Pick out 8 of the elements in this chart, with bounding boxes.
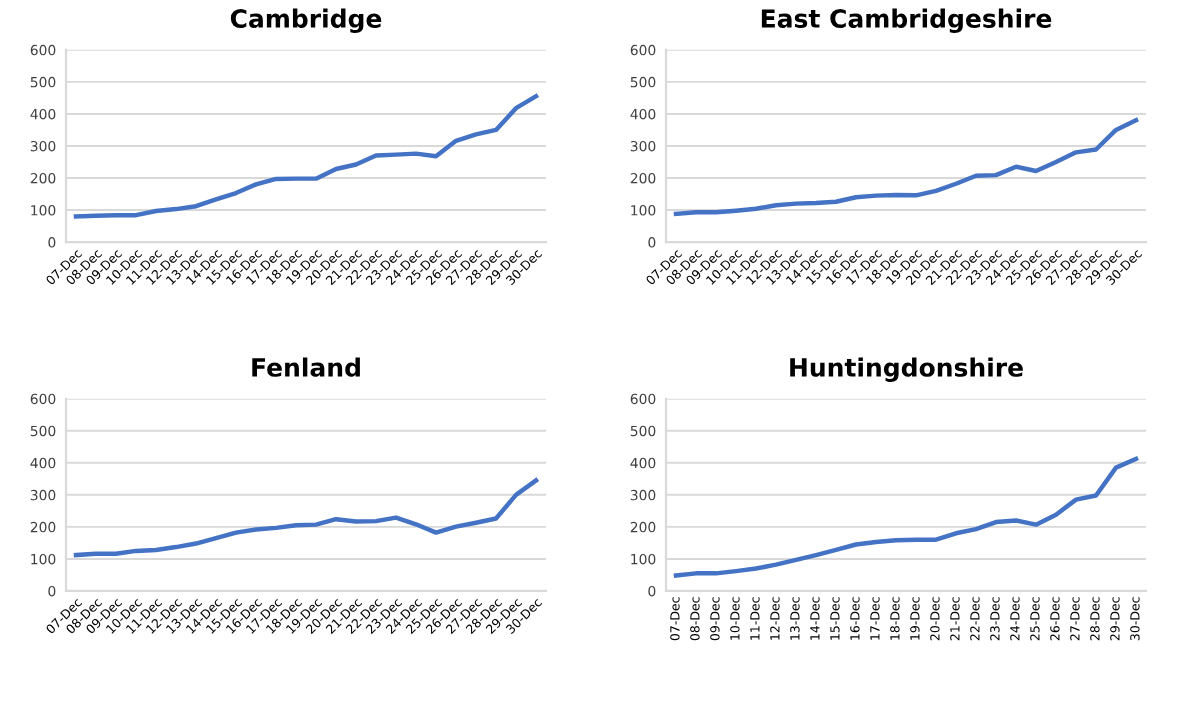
line-series (73, 94, 539, 219)
chart-title: East Cambridgeshire (761, 8, 1052, 34)
chart-title: Huntingdonshire (790, 357, 1023, 382)
chart-title: Cambridge (230, 8, 382, 34)
line-series (673, 456, 1139, 578)
chart-title: Fenland (252, 357, 360, 377)
line-series (73, 478, 539, 558)
line-series (673, 118, 1139, 217)
